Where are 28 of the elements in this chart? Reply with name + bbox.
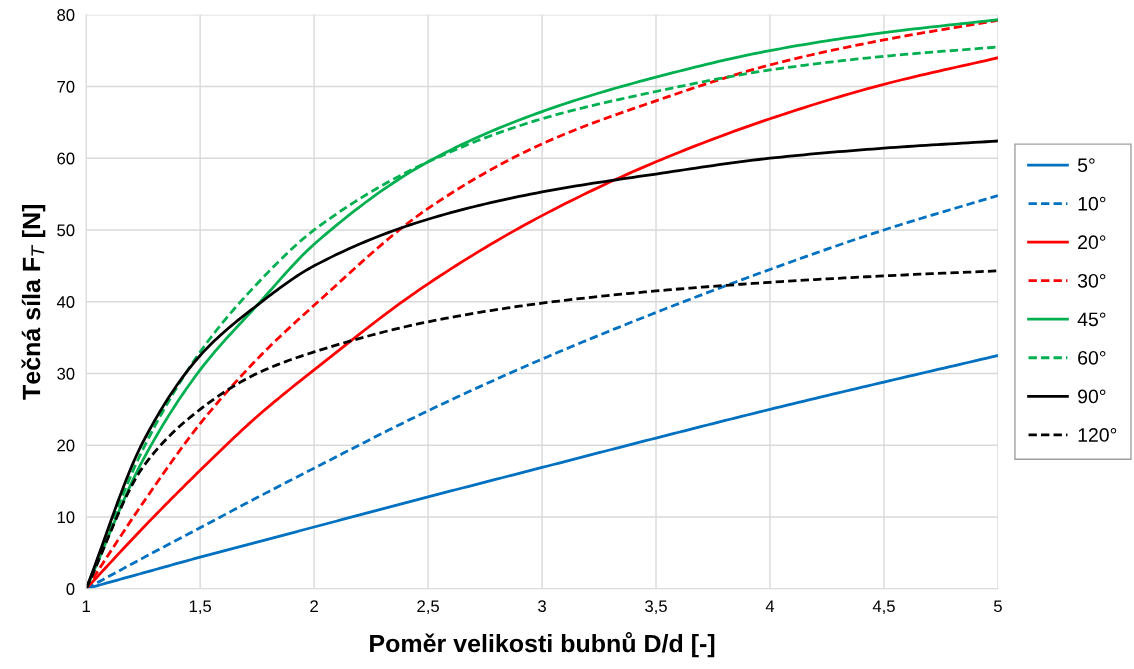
legend-label: 30° xyxy=(1077,273,1106,288)
y-tick-label: 60 xyxy=(57,152,75,165)
legend-label: 60° xyxy=(1078,350,1106,365)
y-tick-label: 80 xyxy=(57,9,75,21)
y-tick-label: 10 xyxy=(57,511,75,524)
x-axis-title: Poměr velikosti bubnů D/d [-] xyxy=(370,632,715,658)
x-tick-label: 1,5 xyxy=(189,600,212,615)
x-tick-label: 3,5 xyxy=(645,600,667,615)
legend-label: 5° xyxy=(1077,158,1095,173)
y-tick-label: 20 xyxy=(57,439,75,452)
x-tick-label: 1 xyxy=(82,600,91,612)
y-tick-label: 50 xyxy=(57,224,75,237)
x-tick-label: 3 xyxy=(538,600,546,613)
y-tick-label: 30 xyxy=(57,367,75,380)
legend-label: 10° xyxy=(1078,196,1106,211)
x-tick-label: 4 xyxy=(765,600,775,612)
x-tick-label: 5 xyxy=(993,600,1002,613)
legend-label: 120° xyxy=(1078,428,1117,442)
legend-label: 45° xyxy=(1077,312,1106,327)
x-tick-label: 4,5 xyxy=(872,600,895,615)
x-tick-label: 2 xyxy=(310,600,318,612)
y-axis-title: Tečná síla F$_{T}$ [N] xyxy=(21,204,46,400)
legend-label: 20° xyxy=(1078,235,1106,250)
y-tick-label: 0 xyxy=(66,583,75,595)
y-tick-label: 70 xyxy=(57,80,75,93)
legend-label: 90° xyxy=(1078,389,1106,404)
x-tick-label: 2,5 xyxy=(417,600,439,615)
y-tick-label: 40 xyxy=(56,296,75,308)
